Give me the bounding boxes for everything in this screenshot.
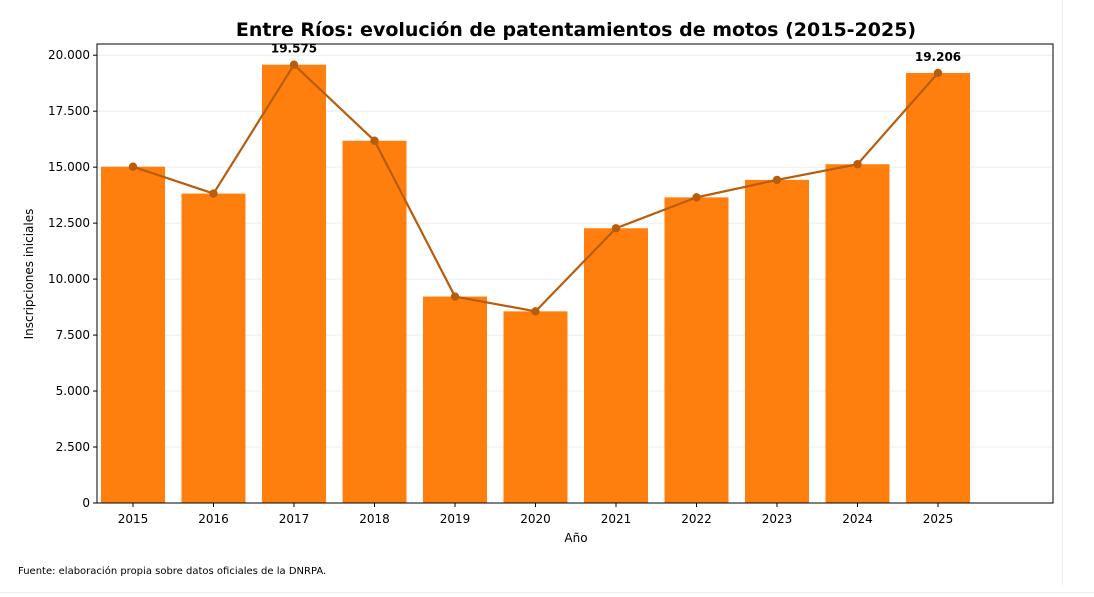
value-annotations: 19.575 19.206 bbox=[271, 42, 961, 64]
x-axis-label: Año bbox=[564, 531, 587, 545]
bar-2020 bbox=[503, 311, 568, 503]
y-tick-label: 17.500 bbox=[48, 104, 90, 118]
x-tick-label: 2016 bbox=[198, 512, 229, 526]
plot-frame bbox=[96, 43, 1054, 504]
x-tick-label: 2023 bbox=[762, 512, 793, 526]
panel-edge-right bbox=[1062, 0, 1063, 585]
bar-2018 bbox=[342, 140, 407, 503]
y-tick-label: 0 bbox=[82, 496, 90, 510]
bar-2022 bbox=[664, 197, 729, 503]
y-tick-label: 15.000 bbox=[48, 160, 90, 174]
x-tick-label: 2022 bbox=[681, 512, 712, 526]
trend-points bbox=[128, 60, 943, 316]
gridlines bbox=[97, 54, 1053, 504]
bar-2024 bbox=[825, 164, 890, 504]
chart-title: Entre Ríos: evolución de patentamientos … bbox=[236, 19, 916, 41]
bar-2015 bbox=[101, 166, 165, 503]
panel-edge-bottom bbox=[0, 592, 1094, 593]
point-2022 bbox=[692, 193, 701, 202]
x-tick-label: 2025 bbox=[923, 512, 954, 526]
trend-line bbox=[132, 63, 939, 313]
bar-2023 bbox=[745, 179, 809, 503]
y-axis: 0 2.500 5.000 7.500 10.000 12.500 15.000 17.500… bbox=[48, 48, 97, 510]
annotation-2017: 19.575 bbox=[271, 42, 317, 56]
x-tick-label: 2018 bbox=[359, 512, 390, 526]
point-2025 bbox=[933, 68, 943, 78]
y-tick-label: 2.500 bbox=[56, 440, 90, 454]
y-tick-label: 12.500 bbox=[48, 216, 90, 230]
y-tick-label: 7.500 bbox=[56, 328, 90, 342]
annotation-2025: 19.206 bbox=[915, 50, 961, 64]
point-2023 bbox=[772, 175, 782, 185]
y-tick-label: 10.000 bbox=[48, 272, 90, 286]
bar-2021 bbox=[584, 228, 648, 503]
point-2020 bbox=[531, 307, 540, 316]
x-tick-label: 2021 bbox=[601, 512, 632, 526]
x-tick-label: 2024 bbox=[842, 512, 873, 526]
point-2021 bbox=[611, 224, 621, 233]
x-tick-label: 2020 bbox=[520, 512, 551, 526]
x-tick-label: 2015 bbox=[118, 512, 149, 526]
point-2017 bbox=[289, 60, 299, 69]
x-tick-label: 2017 bbox=[279, 512, 310, 526]
x-axis: 2015 2016 2017 2018 2019 2020 2021 2022 2023 2024… bbox=[118, 503, 954, 526]
point-2016 bbox=[209, 189, 218, 198]
y-axis-label: Inscripciones iniciales bbox=[22, 209, 36, 340]
trend-line-path bbox=[132, 63, 939, 313]
bars bbox=[101, 64, 970, 504]
y-tick-label: 20.000 bbox=[48, 48, 90, 62]
point-2019 bbox=[450, 292, 460, 301]
bar-2016 bbox=[181, 193, 246, 503]
bar-2017 bbox=[262, 64, 326, 504]
bar-2025 bbox=[906, 72, 970, 504]
point-2024 bbox=[853, 160, 862, 169]
x-tick-label: 2019 bbox=[440, 512, 471, 526]
bar-2019 bbox=[423, 296, 487, 503]
source-note: Fuente: elaboración propia sobre datos o… bbox=[18, 566, 327, 577]
point-2018 bbox=[370, 136, 379, 145]
point-2015 bbox=[128, 162, 138, 171]
y-tick-label: 5.000 bbox=[56, 384, 90, 398]
